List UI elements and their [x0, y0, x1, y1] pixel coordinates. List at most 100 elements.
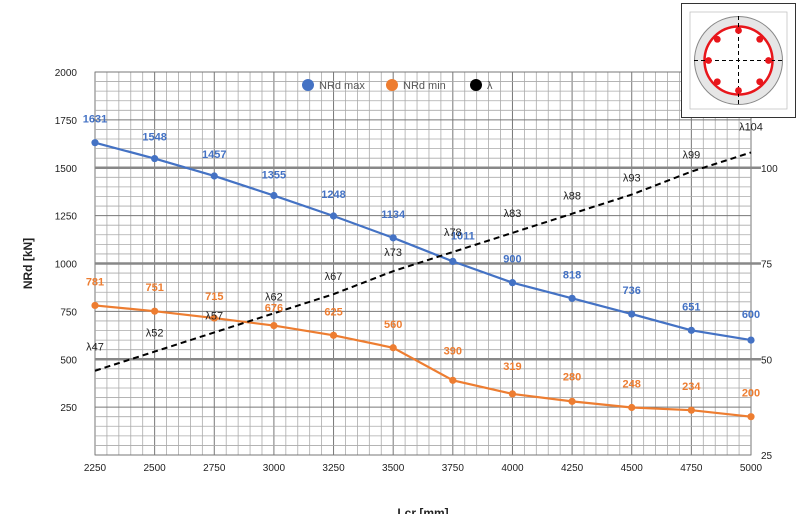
rebar-dot [756, 78, 764, 86]
data-label: 1355 [262, 170, 286, 182]
data-point [568, 397, 576, 405]
y-tick-label: 250 [60, 403, 77, 414]
data-point [747, 336, 755, 344]
legend-marker [386, 79, 398, 91]
y-tick-label: 500 [60, 355, 77, 366]
data-label: λ47 [86, 342, 104, 354]
data-label: 200 [742, 388, 760, 400]
legend-marker [302, 79, 314, 91]
data-label: 390 [444, 345, 462, 357]
data-label: 900 [503, 254, 521, 266]
y-tick-label: 1250 [55, 212, 78, 223]
data-point [151, 154, 159, 163]
y-tick-label: 1750 [55, 116, 78, 127]
legend-label: NRd min [403, 80, 446, 92]
data-label: λ99 [682, 150, 700, 162]
x-tick-label: 2250 [84, 463, 107, 474]
data-label: λ52 [146, 328, 164, 340]
data-label: 781 [86, 276, 104, 288]
data-label: λ88 [563, 191, 581, 203]
x-tick-label: 5000 [740, 463, 763, 474]
data-point [389, 234, 397, 242]
data-point [270, 191, 278, 200]
y-axis-title: NRd [kN] [21, 238, 35, 289]
rebar-dot [735, 27, 742, 34]
data-point [210, 314, 218, 322]
series [91, 139, 755, 421]
data-label: λ57 [205, 310, 223, 322]
x-tick-label: 2750 [203, 463, 226, 474]
data-point [508, 390, 517, 398]
data-label: 280 [563, 371, 581, 383]
data-point [568, 294, 576, 302]
legend-marker [470, 79, 482, 91]
grid [94, 71, 761, 456]
data-label: λ73 [384, 247, 402, 259]
data-point [628, 310, 636, 318]
axes: 2250 2500 2750 3000 3250 3500 3750 4000 4250 4500… [21, 68, 778, 514]
data-label: 736 [623, 285, 641, 297]
data-label: 248 [623, 379, 641, 391]
legend-label: NRd max [319, 80, 365, 92]
data-point [687, 326, 695, 334]
rebar-dot [756, 35, 764, 43]
data-label: λ78 [444, 227, 462, 239]
data-label: 560 [384, 319, 402, 331]
data-point [210, 172, 218, 180]
data-label: λ93 [623, 173, 641, 185]
y2-tick-label: 100 [761, 164, 778, 175]
data-label: 818 [563, 269, 581, 281]
data-label: λ83 [504, 208, 522, 220]
series-line-2 [94, 151, 752, 372]
data-point [329, 212, 338, 220]
data-label: 600 [742, 309, 760, 321]
data-point [747, 413, 755, 421]
data-label: 1011 [451, 230, 475, 242]
data-label: 319 [503, 361, 521, 373]
data-label: 1457 [202, 149, 226, 161]
rebar-dot [713, 78, 721, 86]
legend: NRd max NRd min λ [302, 79, 493, 92]
rebar-dots [705, 27, 772, 94]
data-label: 651 [682, 301, 700, 313]
data-label: 234 [682, 381, 701, 393]
x-tick-label: 2500 [144, 463, 167, 474]
cross-section-inset [681, 3, 796, 118]
data-point [91, 301, 99, 310]
x-tick-label: 3500 [382, 463, 405, 474]
data-point [628, 403, 636, 412]
x-tick-label: 3250 [322, 463, 345, 474]
data-point [270, 321, 278, 330]
data-point [389, 344, 397, 352]
data-label: 676 [265, 303, 283, 315]
x-tick-label: 4000 [501, 463, 524, 474]
data-point [151, 307, 159, 315]
y2-tick-label: 25 [761, 451, 773, 462]
series-line-1 [94, 304, 752, 418]
y-tick-label: 1500 [55, 164, 78, 175]
data-label: λ67 [325, 271, 343, 283]
data-label: 1248 [321, 189, 345, 201]
rebar-dot [765, 57, 772, 64]
rebar-dot [713, 35, 721, 43]
x-tick-label: 4250 [561, 463, 584, 474]
y2-tick-label: 50 [761, 355, 773, 366]
data-point [508, 279, 517, 287]
data-label: 715 [205, 291, 223, 303]
rebar-dot [705, 57, 712, 64]
data-point [449, 257, 457, 265]
data-point [329, 331, 338, 339]
x-tick-label: 3750 [442, 463, 465, 474]
y2-tick-label: 75 [761, 260, 773, 271]
y-tick-label: 750 [60, 307, 77, 318]
x-tick-label: 4750 [680, 463, 703, 474]
x-axis-title: Lcr [mm] [397, 506, 448, 514]
x-tick-label: 4500 [621, 463, 644, 474]
data-label: 1134 [381, 209, 406, 221]
data-label: 1631 [83, 114, 107, 126]
data-point [449, 376, 457, 384]
data-point [687, 406, 695, 414]
data-label: 751 [145, 282, 163, 294]
data-label: 1548 [142, 132, 166, 144]
